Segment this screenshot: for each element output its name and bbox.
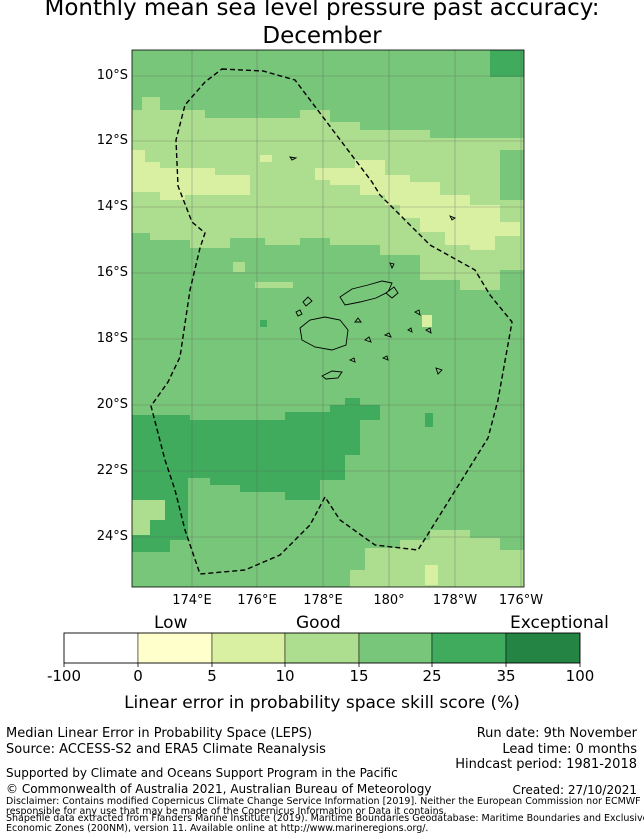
- lon-label: 180°: [373, 593, 405, 608]
- data-source: Source: ACCESS-S2 and ERA5 Climate Reana…: [6, 742, 326, 757]
- dark-patch: [425, 413, 433, 427]
- lon-label: 176°E: [237, 593, 277, 608]
- lat-label: 10°S: [96, 68, 128, 83]
- colorbar-tick: 35: [496, 667, 516, 685]
- shapefile-note-line-2: Economic Zones (200NM), version 11. Avai…: [6, 823, 429, 834]
- lat-label: 16°S: [96, 265, 128, 280]
- disclaimer-line-2: responsible for any use that may be made…: [6, 806, 447, 817]
- lat-label: 18°S: [96, 331, 128, 346]
- colorbar-tick: 10: [275, 667, 295, 685]
- map-title: Monthly mean sea level pressure past acc…: [44, 0, 600, 49]
- leps-description: Median Linear Error in Probability Space…: [6, 726, 313, 741]
- lat-label: 20°S: [96, 397, 128, 412]
- colorbar: [63, 632, 581, 667]
- colorbar-swatch-1: [137, 632, 213, 664]
- dark-patch: [260, 320, 267, 327]
- lon-label: 178°E: [303, 593, 343, 608]
- disclaimer-line-1: Disclaimer: Contains modified Copernicus…: [6, 796, 644, 807]
- colorbar-swatch-2: [211, 632, 286, 664]
- support-note: Supported by Climate and Oceans Support …: [6, 766, 398, 780]
- fiji-islands: [289, 156, 456, 380]
- colorbar-tick: 25: [422, 667, 442, 685]
- colorbar-swatch-3: [284, 632, 360, 664]
- colorbar-swatch-4: [358, 632, 433, 664]
- colorbar-tick: -100: [46, 667, 82, 685]
- colorbar-swatch-5: [431, 632, 507, 664]
- colorbar-category-exceptional: Exceptional: [510, 613, 609, 633]
- lat-label: 22°S: [96, 463, 128, 478]
- colorbar-category-good: Good: [296, 613, 341, 633]
- taveuni-island: [385, 286, 399, 299]
- colorbar-category-low: Low: [154, 613, 188, 633]
- run-date: Run date: 9th November: [476, 726, 637, 741]
- colorbar-frame: [63, 632, 581, 664]
- dark-green-band-south: [132, 398, 380, 552]
- eez-boundary: [150, 68, 513, 575]
- light-patch: [233, 262, 245, 272]
- lon-label: 176°W: [498, 593, 544, 608]
- colorbar-tick: 5: [207, 667, 217, 685]
- gridlines: [132, 50, 524, 587]
- vanua-levu-island: [339, 280, 393, 306]
- copyright: © Commonwealth of Australia 2021, Austra…: [6, 782, 432, 796]
- lon-label: 174°E: [172, 593, 212, 608]
- created-date: Created: 27/10/2021: [512, 783, 637, 797]
- map-frame: [131, 49, 525, 588]
- colorbar-tick: 15: [349, 667, 369, 685]
- lon-label: 178°W: [432, 593, 478, 608]
- light-patch: [260, 155, 272, 162]
- light-patch: [422, 315, 432, 327]
- kadavu-island: [321, 370, 343, 380]
- lead-time: Lead time: 0 months: [502, 742, 637, 757]
- lat-label: 14°S: [96, 199, 128, 214]
- yellow-green-band: [132, 150, 520, 250]
- lat-label: 24°S: [96, 529, 128, 544]
- shapefile-note-line-1: Shapefile data extracted from Flanders M…: [6, 813, 644, 824]
- viti-levu-island: [299, 316, 349, 351]
- colorbar-swatch-0: [63, 632, 139, 664]
- dark-green-corner-ne: [490, 50, 524, 77]
- light-patch: [255, 282, 293, 288]
- yellow-patch: [425, 565, 438, 585]
- colorbar-tick: 100: [565, 667, 595, 685]
- colorbar-swatch-6: [505, 632, 581, 664]
- lat-label: 12°S: [96, 133, 128, 148]
- hindcast-period: Hindcast period: 1981-2018: [455, 757, 637, 772]
- colorbar-title: Linear error in probability space skill …: [124, 693, 520, 713]
- colorbar-tick: 0: [133, 667, 143, 685]
